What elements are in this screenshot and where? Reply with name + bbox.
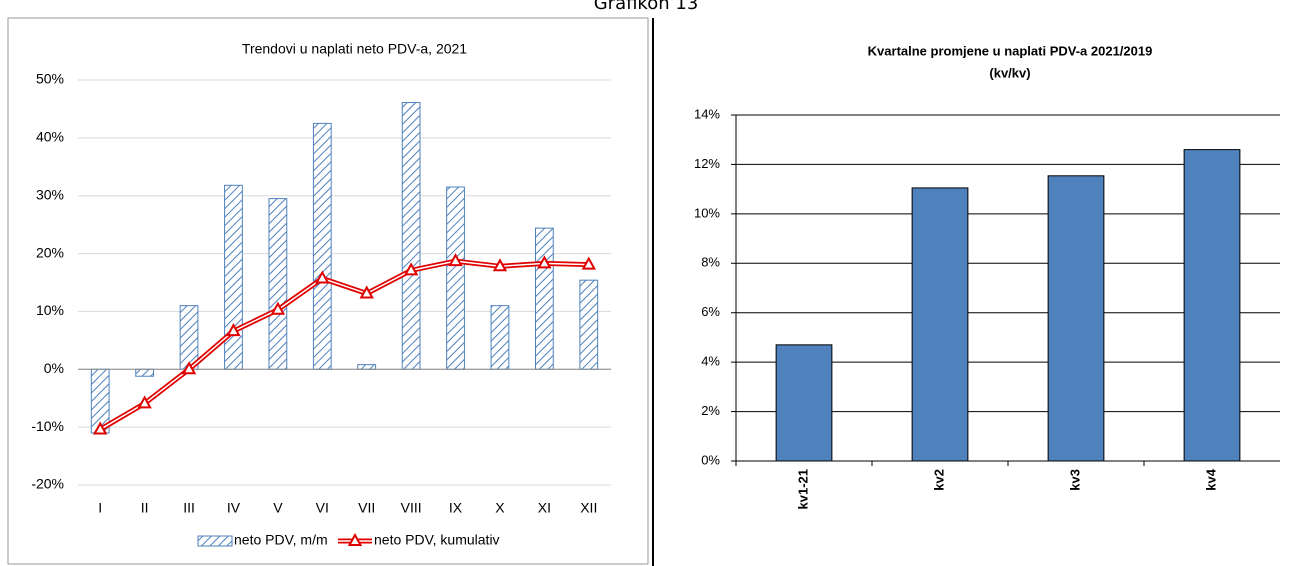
- y-tick-label: -10%: [31, 418, 64, 434]
- y-tick-label: 2%: [701, 403, 720, 418]
- y-tick-label: 10%: [36, 302, 64, 318]
- bar: [1183, 149, 1241, 462]
- y-tick-label: 0%: [44, 360, 64, 376]
- x-tick-label: IX: [449, 500, 463, 516]
- line-marker: [270, 301, 286, 315]
- bar: [224, 184, 243, 370]
- line-highlight: [99, 260, 589, 431]
- bar: [775, 344, 833, 462]
- y-tick-label: 20%: [36, 244, 64, 260]
- line-marker: [448, 253, 463, 267]
- legend-swatch: [197, 535, 233, 547]
- bar: [490, 305, 510, 370]
- y-tick-label: 50%: [36, 71, 64, 87]
- bar: [911, 187, 969, 462]
- chart-title: Kvartalne promjene u naplati PDV-a 2021/…: [868, 43, 1153, 58]
- y-tick-label: 8%: [701, 255, 720, 270]
- y-tick-label: 12%: [694, 156, 720, 171]
- legend-swatch: [347, 532, 363, 546]
- x-tick-label: XI: [538, 500, 551, 516]
- bar: [357, 364, 377, 370]
- bar: [179, 305, 199, 370]
- line-marker: [181, 361, 197, 375]
- x-tick-label: kv2: [931, 469, 946, 491]
- x-tick-label: X: [495, 500, 505, 516]
- y-tick-label: 6%: [701, 304, 720, 319]
- bar: [401, 102, 421, 370]
- y-tick-label: 4%: [701, 354, 720, 369]
- y-tick-label: 14%: [694, 106, 720, 121]
- bar: [135, 368, 155, 377]
- y-tick-label: 10%: [694, 205, 720, 220]
- x-tick-label: II: [141, 500, 149, 516]
- x-tick-label: kv3: [1067, 469, 1082, 491]
- x-tick-label: VIII: [401, 500, 422, 516]
- line-marker: [492, 258, 508, 272]
- left-panel: [7, 17, 649, 565]
- x-tick-label: VII: [358, 500, 375, 516]
- x-tick-label: III: [183, 500, 195, 516]
- x-tick-label: IV: [227, 500, 241, 516]
- bar: [268, 198, 288, 370]
- x-tick-label: V: [273, 500, 283, 516]
- line-marker: [315, 270, 330, 284]
- bar: [1047, 175, 1105, 462]
- left-chart: Trendovi u naplati neto PDV-a, 2021 -20% -…: [31, 41, 611, 548]
- x-tick-label: VI: [316, 500, 329, 516]
- line-marker: [403, 262, 419, 276]
- bar: [579, 279, 599, 370]
- y-tick-label: 30%: [36, 186, 64, 202]
- page-title: Grafikon 13: [594, 0, 699, 14]
- x-tick-label: kv1-21: [795, 469, 810, 509]
- chart-title: Trendovi u naplati neto PDV-a, 2021: [242, 41, 467, 57]
- line-marker: [581, 256, 596, 270]
- x-tick-label: I: [98, 500, 102, 516]
- line-marker: [537, 255, 552, 269]
- chart-title: (kv/kv): [989, 65, 1030, 80]
- line-marker: [359, 285, 374, 299]
- x-tick-label: kv4: [1203, 468, 1218, 490]
- bar: [312, 122, 332, 370]
- y-tick-label: 40%: [36, 129, 64, 145]
- right-chart: Kvartalne promjene u naplati PDV-a 2021/…: [694, 43, 1280, 509]
- legend-label: neto PDV, m/m: [234, 532, 328, 548]
- legend-label: neto PDV, kumulativ: [374, 532, 500, 548]
- x-tick-label: XII: [580, 500, 597, 516]
- line-marker: [137, 395, 152, 409]
- y-tick-label: -20%: [31, 476, 64, 492]
- bar: [534, 227, 554, 370]
- bar: [446, 186, 465, 370]
- line-marker: [93, 421, 108, 435]
- y-tick-label: 0%: [701, 452, 720, 467]
- line-marker: [226, 323, 241, 337]
